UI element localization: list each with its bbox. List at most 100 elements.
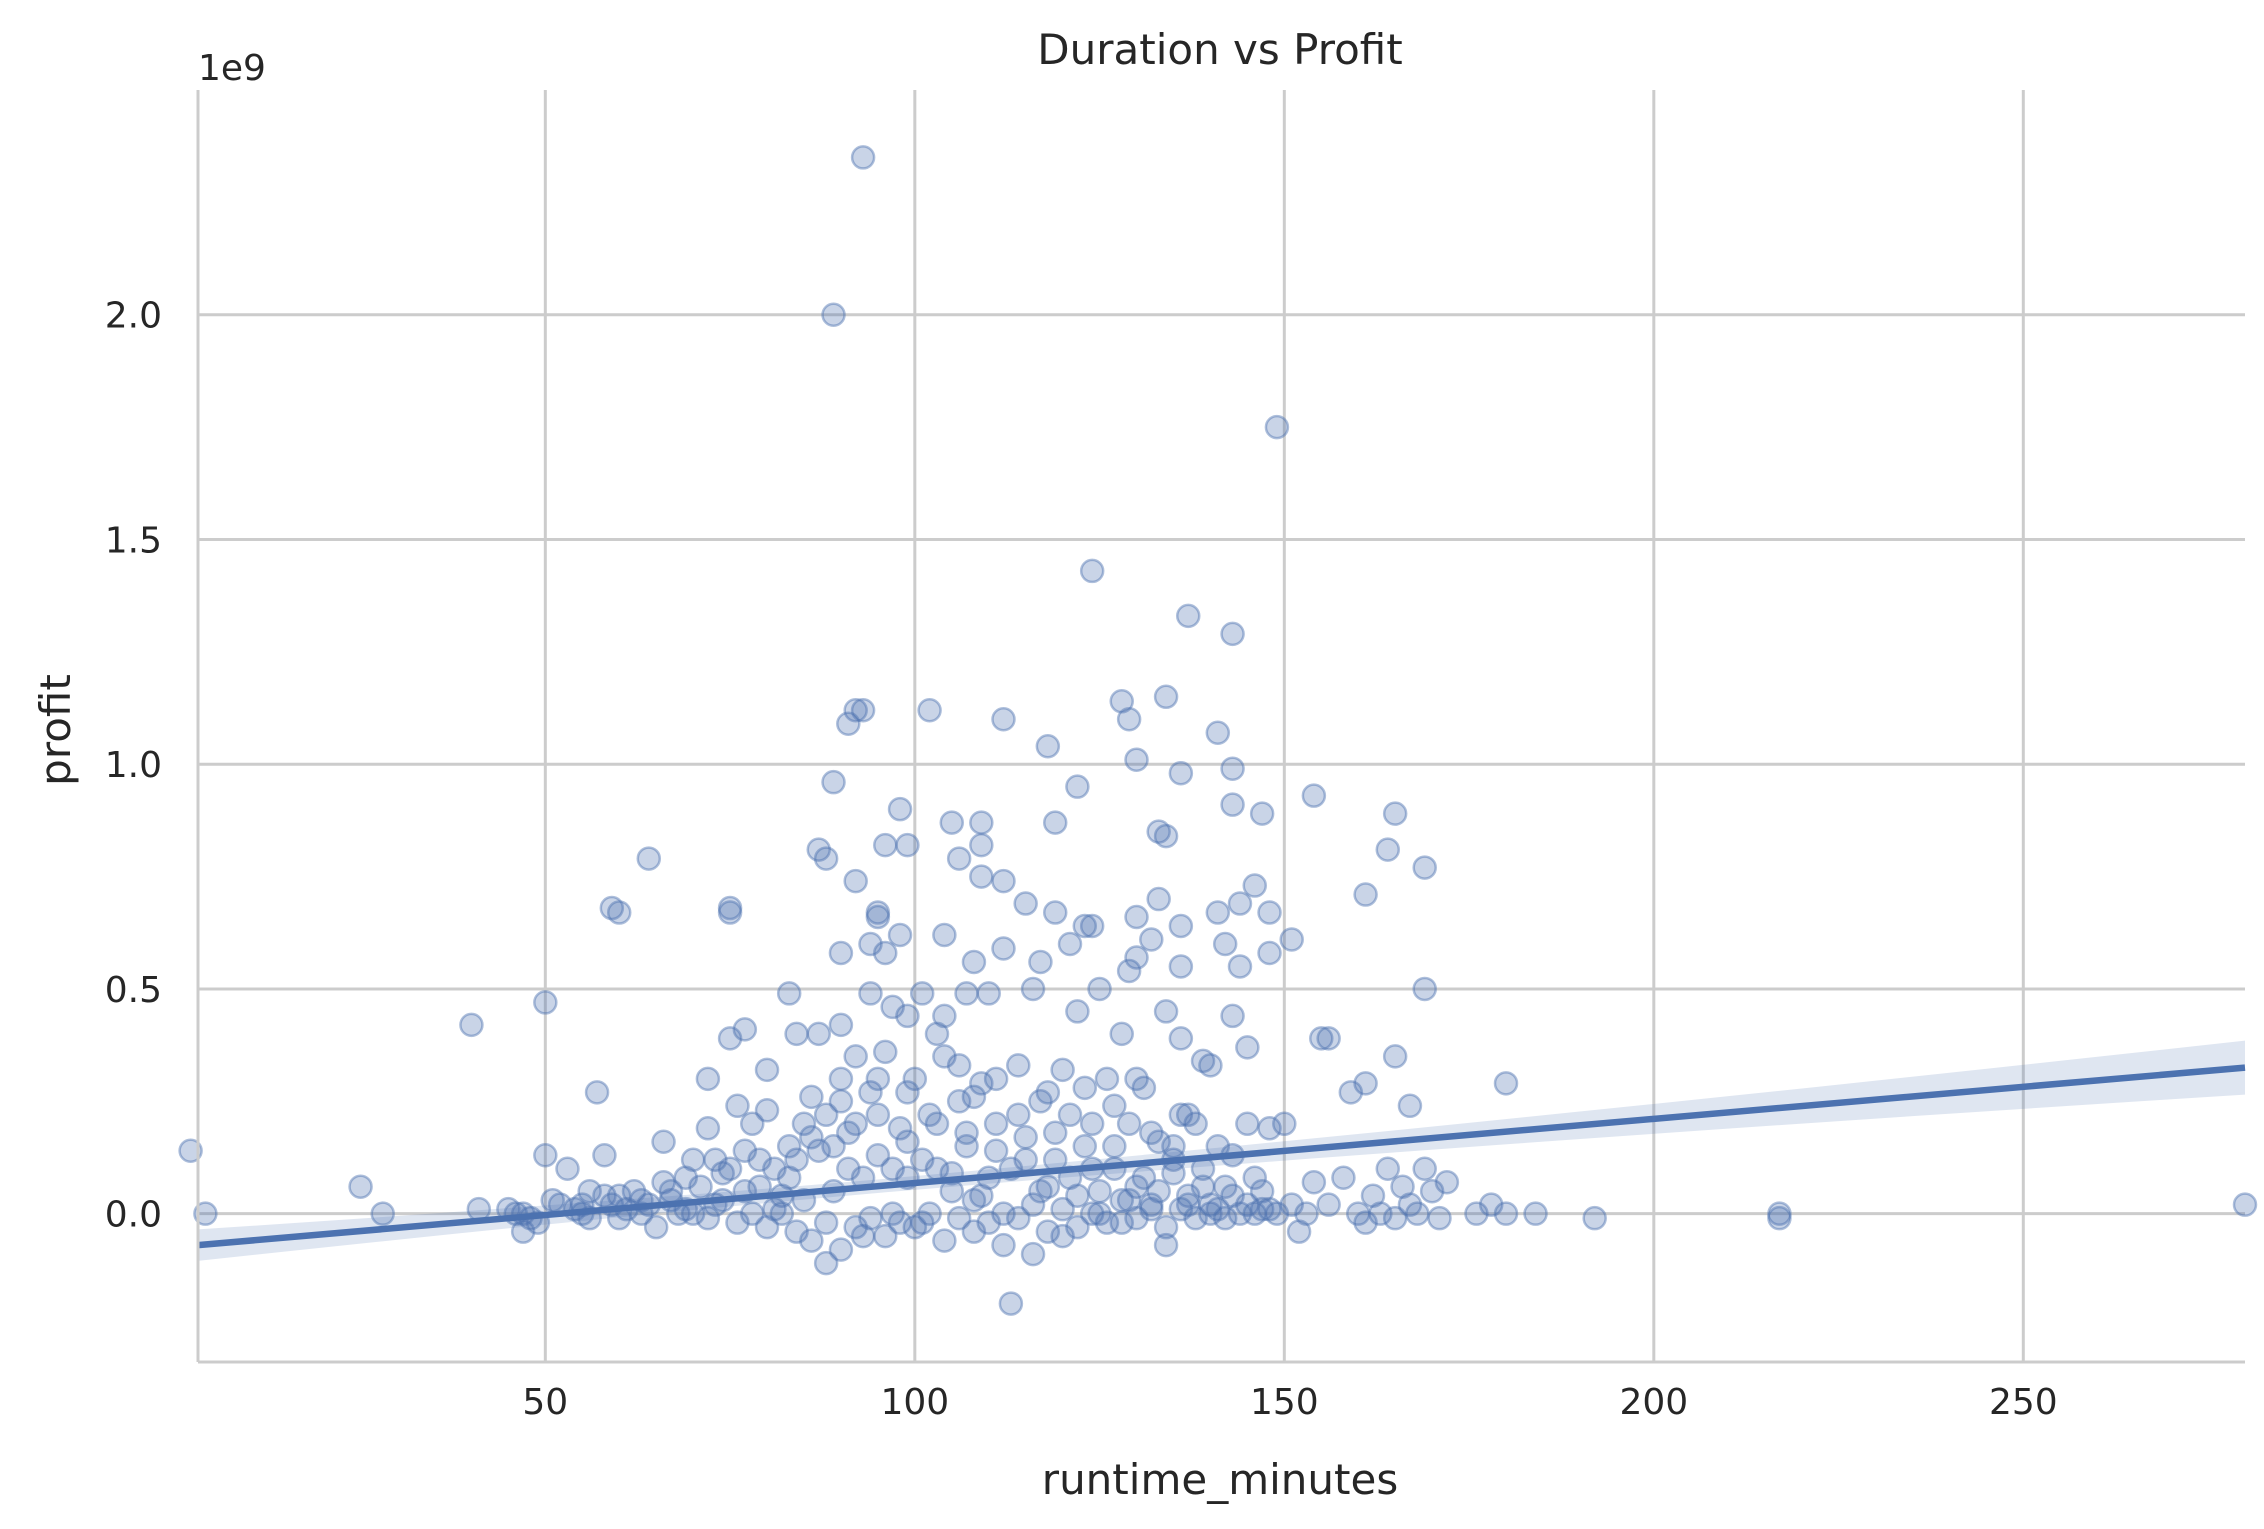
data-point — [924, 1111, 950, 1137]
data-point — [895, 1080, 920, 1105]
data-point — [865, 900, 891, 925]
data-point — [1146, 1178, 1171, 1204]
data-point — [850, 1223, 876, 1249]
data-point — [1257, 1116, 1282, 1141]
data-point — [1301, 1169, 1327, 1195]
y-tick-label: 0.0 — [105, 1195, 162, 1236]
data-point — [1427, 1205, 1452, 1231]
data-point — [651, 1169, 676, 1195]
data-point — [1212, 1174, 1238, 1199]
data-point — [1183, 1205, 1208, 1231]
data-point — [954, 981, 979, 1006]
data-point — [813, 1210, 839, 1235]
data-point — [843, 1111, 868, 1137]
data-point — [459, 1012, 484, 1038]
data-point — [909, 1147, 935, 1172]
data-point — [1294, 1201, 1319, 1226]
x-tick-label: 50 — [522, 1382, 568, 1423]
data-point — [1338, 1080, 1364, 1105]
data-point — [1767, 1205, 1792, 1231]
data-point — [865, 1066, 891, 1092]
data-point — [1198, 1201, 1223, 1226]
data-point — [1353, 882, 1378, 907]
data-point — [969, 1183, 994, 1208]
data-points — [178, 145, 2258, 1316]
data-point — [1301, 783, 1327, 808]
data-point — [1006, 1205, 1031, 1231]
data-point — [1493, 1071, 1519, 1096]
data-point — [828, 1066, 854, 1092]
data-point — [954, 1134, 979, 1159]
data-point — [1153, 1232, 1179, 1258]
data-point — [917, 1102, 942, 1128]
data-point — [747, 1147, 772, 1172]
data-point — [821, 302, 846, 327]
data-point — [843, 1214, 868, 1240]
data-point — [939, 810, 965, 835]
data-point — [688, 1174, 713, 1199]
data-point — [1220, 1183, 1245, 1208]
data-point — [1257, 940, 1282, 966]
data-point — [717, 900, 743, 925]
data-point — [703, 1147, 728, 1172]
data-point — [806, 837, 832, 862]
data-point — [1161, 1134, 1186, 1159]
data-point — [1072, 913, 1098, 939]
data-point — [1382, 1205, 1408, 1231]
data-point — [828, 1012, 854, 1038]
data-point — [1397, 1192, 1423, 1217]
data-point — [1412, 855, 1437, 880]
data-point — [754, 1098, 780, 1123]
data-point — [1205, 1196, 1231, 1222]
data-point — [1375, 1156, 1401, 1181]
data-point — [828, 1089, 854, 1114]
data-point — [739, 1111, 765, 1137]
data-point — [784, 1147, 809, 1172]
data-point — [813, 1102, 839, 1128]
data-point — [880, 1156, 905, 1181]
data-point — [961, 949, 987, 975]
x-tick-label: 100 — [880, 1382, 949, 1423]
data-point — [843, 1044, 868, 1069]
x-tick-label: 150 — [1250, 1382, 1319, 1423]
data-point — [1257, 900, 1282, 925]
data-point — [1028, 1089, 1053, 1114]
data-point — [1175, 1102, 1201, 1128]
data-point — [806, 1021, 832, 1047]
data-point — [1523, 1201, 1548, 1226]
data-point — [998, 1291, 1024, 1316]
data-point — [1257, 1196, 1282, 1222]
x-tick-label: 250 — [1989, 1382, 2058, 1423]
data-point — [1020, 1192, 1046, 1217]
data-point — [1360, 1183, 1386, 1208]
data-point — [1035, 1219, 1061, 1244]
data-point — [725, 1210, 750, 1235]
data-point — [1124, 904, 1149, 930]
data-point — [1220, 756, 1245, 781]
chart-title: Duration vs Profit — [1037, 25, 1402, 74]
data-point — [1220, 1003, 1245, 1029]
data-point — [776, 1134, 802, 1159]
data-point — [1390, 1174, 1415, 1199]
data-point — [1079, 558, 1105, 584]
data-point — [1013, 891, 1038, 916]
data-point — [873, 1223, 898, 1249]
data-point — [1242, 1165, 1268, 1190]
data-point — [1094, 1066, 1120, 1092]
data-point — [1153, 999, 1179, 1024]
data-point — [533, 990, 558, 1015]
data-point — [776, 981, 802, 1006]
data-point — [821, 769, 846, 795]
regression-line-layer — [197, 1064, 2246, 1249]
data-point — [969, 1071, 994, 1096]
data-point — [1094, 1210, 1120, 1235]
data-point — [643, 1214, 669, 1240]
data-point — [865, 1102, 891, 1128]
data-point — [858, 1205, 883, 1231]
data-point — [1116, 1111, 1142, 1137]
data-point — [1190, 1048, 1216, 1074]
data-point — [1227, 1201, 1253, 1226]
data-point — [2232, 1192, 2258, 1217]
data-point — [1235, 1035, 1260, 1060]
data-point — [1220, 792, 1245, 817]
